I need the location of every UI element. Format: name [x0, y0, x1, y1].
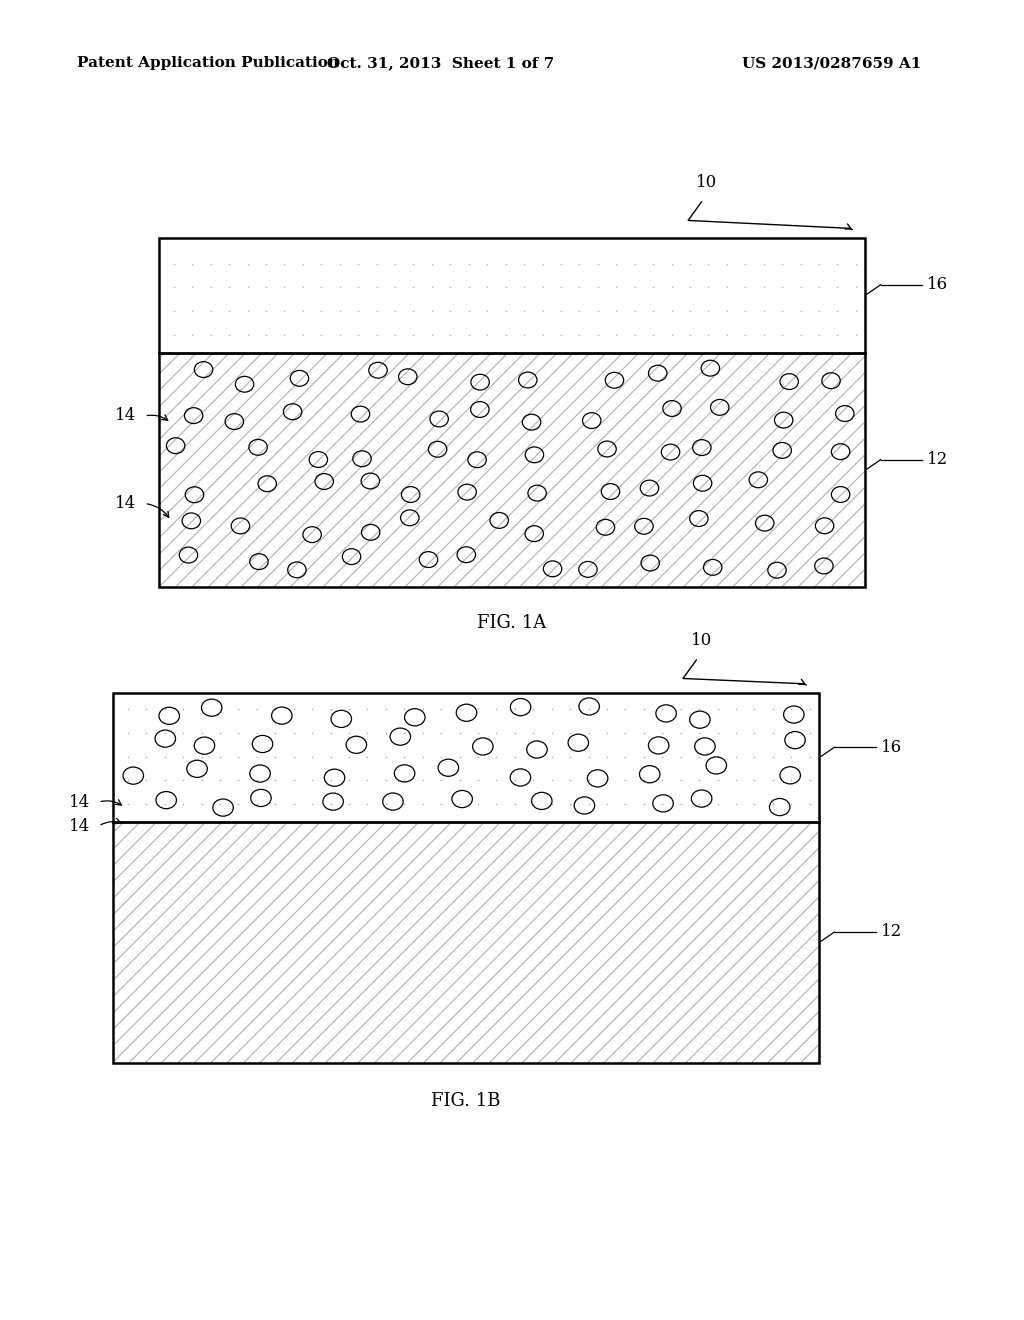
- Text: 14: 14: [69, 793, 90, 810]
- Text: 10: 10: [691, 632, 712, 649]
- Text: FIG. 1B: FIG. 1B: [431, 1092, 501, 1110]
- Text: US 2013/0287659 A1: US 2013/0287659 A1: [742, 57, 922, 70]
- Text: 12: 12: [927, 451, 948, 469]
- Text: Oct. 31, 2013  Sheet 1 of 7: Oct. 31, 2013 Sheet 1 of 7: [327, 57, 554, 70]
- Text: FIG. 1A: FIG. 1A: [477, 614, 547, 632]
- Bar: [113, 693, 819, 822]
- Text: 14: 14: [69, 817, 90, 834]
- Text: Patent Application Publication: Patent Application Publication: [77, 57, 339, 70]
- Text: 12: 12: [881, 924, 902, 940]
- Text: 16: 16: [927, 276, 948, 293]
- Text: 16: 16: [881, 739, 902, 755]
- Bar: [159, 238, 865, 587]
- Bar: [159, 352, 865, 587]
- Bar: [113, 822, 819, 1063]
- Text: 14: 14: [115, 495, 136, 512]
- Text: 14: 14: [115, 408, 136, 425]
- Text: 10: 10: [696, 174, 717, 191]
- Bar: [113, 693, 819, 1063]
- Bar: [159, 238, 865, 352]
